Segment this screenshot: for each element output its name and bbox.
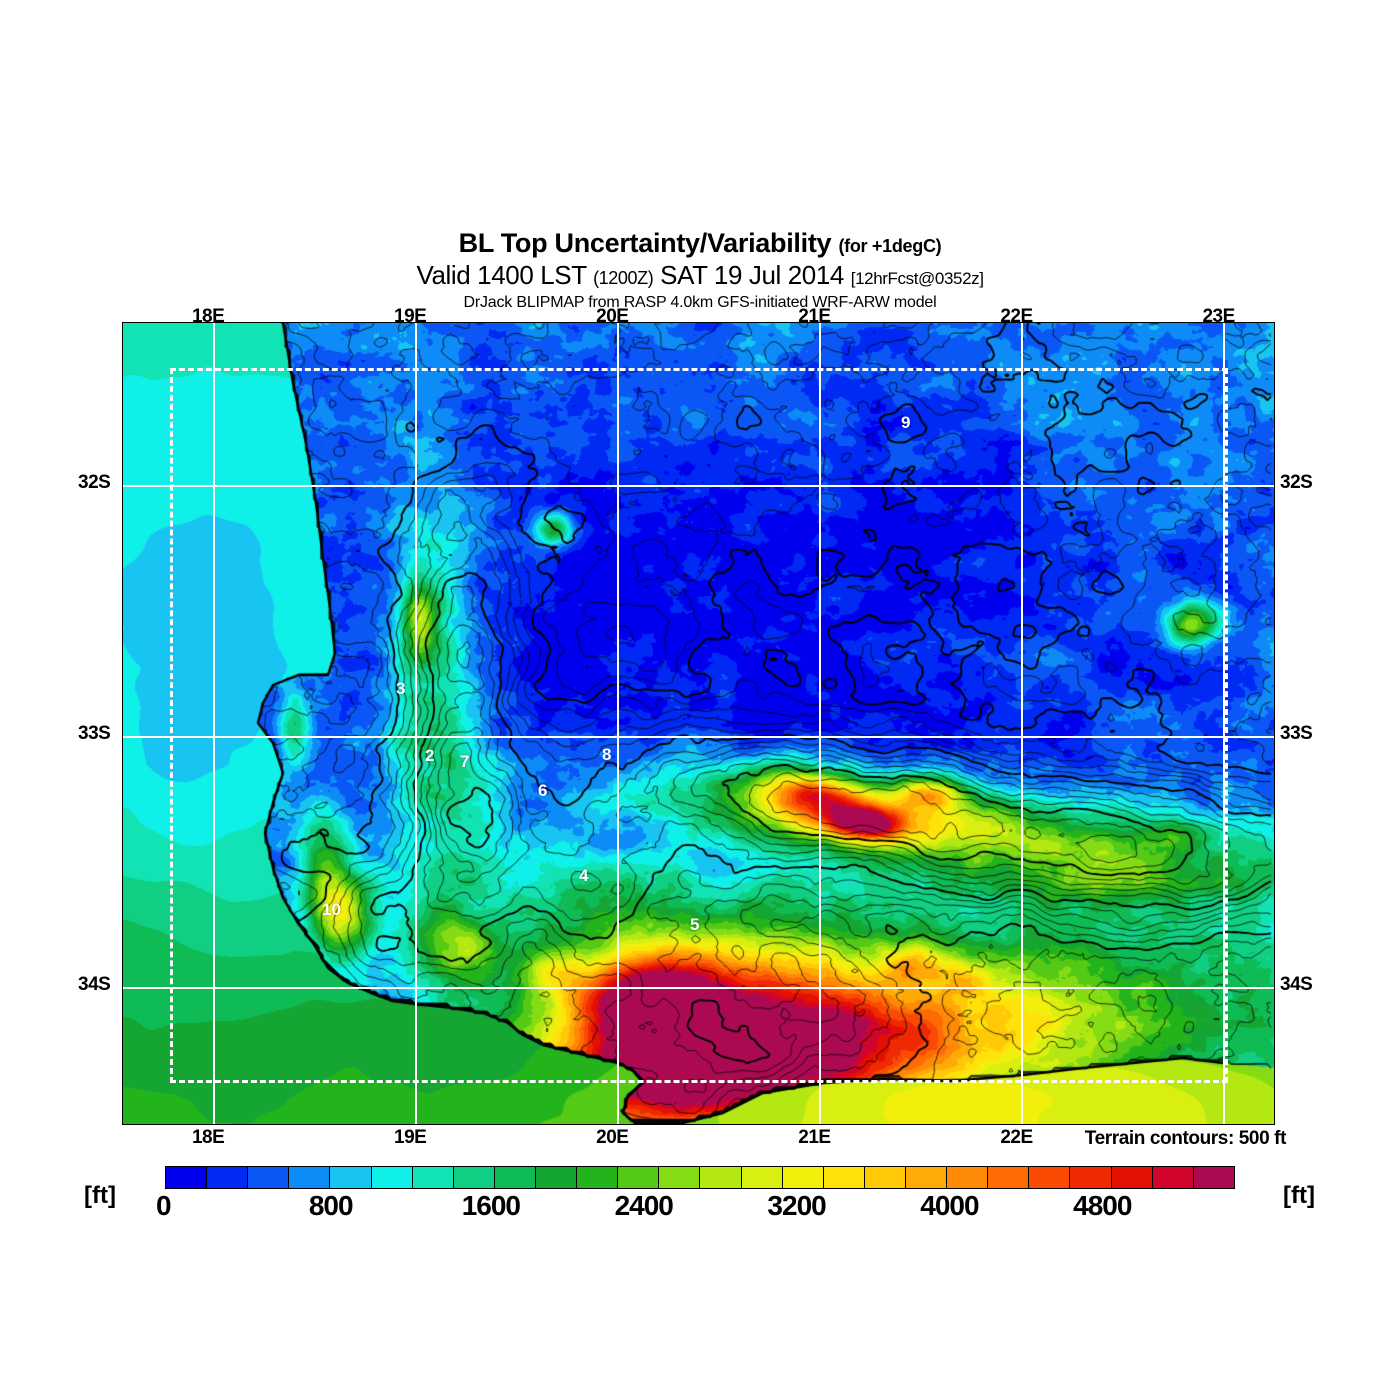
colorbar-swatch	[947, 1167, 989, 1188]
colorbar-tick-label: 4000	[920, 1190, 979, 1221]
lon-label-bottom: 19E	[394, 1127, 427, 1148]
colorbar-swatch	[453, 1167, 495, 1188]
lon-label-bottom: 22E	[1000, 1127, 1033, 1148]
graticule-meridian	[415, 323, 417, 1124]
colorbar-tick-label: 800	[308, 1190, 354, 1221]
forecast-map[interactable]: 9 3 2 7 8 6 4 10 5	[122, 322, 1275, 1125]
colorbar-swatch	[289, 1167, 331, 1188]
colorbar-swatch	[618, 1167, 660, 1188]
graticule-meridian	[617, 323, 619, 1124]
lat-label-left: 34S	[78, 974, 111, 996]
graticule-parallel	[123, 987, 1274, 989]
lat-label-right: 32S	[1280, 471, 1313, 493]
colorbar-tick-label: 2400	[614, 1190, 674, 1221]
chart-title: BL Top Uncertainty/Variability (for +1de…	[0, 228, 1400, 261]
lon-label-top: 23E	[1202, 306, 1235, 327]
station-marker[interactable]: 9	[901, 413, 911, 432]
lon-label-top: 21E	[798, 306, 831, 327]
colorbar-swatch	[494, 1167, 536, 1188]
lat-label-left: 32S	[78, 471, 111, 493]
station-marker[interactable]: 4	[579, 866, 589, 885]
colorbar-swatch	[823, 1167, 865, 1188]
station-marker[interactable]: 10	[322, 900, 341, 919]
colorbar-swatch	[577, 1167, 619, 1188]
colorbar-swatch	[330, 1167, 372, 1188]
chart-title-text: BL Top Uncertainty/Variability	[458, 228, 832, 258]
graticule-meridian	[819, 323, 821, 1124]
station-marker[interactable]: 6	[538, 781, 548, 800]
colorbar[interactable]	[165, 1166, 1235, 1189]
graticule-meridian	[1223, 323, 1226, 1124]
lat-label-right: 33S	[1280, 723, 1313, 745]
colorbar-swatch	[1070, 1167, 1112, 1188]
station-marker[interactable]: 5	[690, 915, 700, 934]
colorbar-swatch	[905, 1167, 948, 1188]
station-marker[interactable]: 7	[460, 752, 470, 771]
terrain-contour-note: Terrain contours: 500 ft	[1082, 1128, 1288, 1150]
lon-label-bottom: 18E	[191, 1127, 225, 1148]
lon-label-top: 18E	[191, 306, 225, 327]
valid-prefix: Valid 1400 LST	[416, 260, 587, 290]
station-marker[interactable]: 3	[396, 679, 406, 698]
map-raster	[123, 323, 1274, 1124]
lat-label-right: 34S	[1280, 974, 1313, 996]
colorbar-swatch	[1152, 1167, 1194, 1188]
colorbar-swatch	[988, 1167, 1030, 1188]
colorbar-swatch	[166, 1167, 208, 1188]
colorbar-swatch	[741, 1167, 783, 1188]
lon-label-top: 22E	[1000, 306, 1033, 327]
colorbar-swatch	[864, 1167, 906, 1188]
valid-date: SAT 19 Jul 2014	[660, 260, 844, 290]
title-block: BL Top Uncertainty/Variability (for +1de…	[0, 228, 1400, 313]
lon-label-bottom: 21E	[798, 1127, 831, 1148]
colorbar-unit-left: [ft]	[84, 1182, 116, 1209]
colorbar-swatch	[1029, 1167, 1071, 1188]
colorbar-swatch	[207, 1167, 249, 1188]
valid-forecast-hour: [12hrFcst@0352z]	[850, 269, 984, 288]
lon-label-top: 19E	[394, 306, 427, 327]
colorbar-unit-right: [ft]	[1283, 1182, 1315, 1209]
graticule-parallel	[123, 484, 1274, 487]
colorbar-swatch	[782, 1167, 824, 1188]
valid-zulu: (1200Z)	[593, 268, 654, 288]
colorbar-swatch	[248, 1167, 290, 1188]
station-marker[interactable]: 8	[602, 745, 612, 764]
colorbar-swatch	[659, 1167, 701, 1188]
colorbar-swatch	[1111, 1167, 1153, 1188]
colorbar-swatch	[1193, 1167, 1234, 1188]
colorbar-tick-label: 1600	[461, 1190, 521, 1221]
lon-label-bottom: 20E	[596, 1127, 629, 1148]
colorbar-swatch	[412, 1167, 454, 1188]
station-marker[interactable]: 2	[425, 746, 435, 765]
model-source-line: DrJack BLIPMAP from RASP 4.0km GFS-initi…	[463, 294, 937, 311]
colorbar-swatch	[371, 1167, 413, 1188]
graticule-meridian	[212, 323, 215, 1124]
colorbar-tick-label: 3200	[767, 1190, 826, 1221]
colorbar-tick-label: 4800	[1073, 1190, 1132, 1221]
valid-time-line: Valid 1400 LST (1200Z) SAT 19 Jul 2014 […	[0, 261, 1400, 293]
colorbar-swatch	[535, 1167, 578, 1188]
colorbar-swatch	[700, 1167, 742, 1188]
colorbar-tick-label: 0	[156, 1190, 172, 1221]
lat-label-left: 33S	[78, 723, 111, 745]
chart-title-suffix: (for +1degC)	[838, 236, 942, 256]
graticule-meridian	[1021, 323, 1023, 1124]
graticule-parallel	[123, 736, 1274, 738]
lon-label-top: 20E	[596, 306, 629, 327]
